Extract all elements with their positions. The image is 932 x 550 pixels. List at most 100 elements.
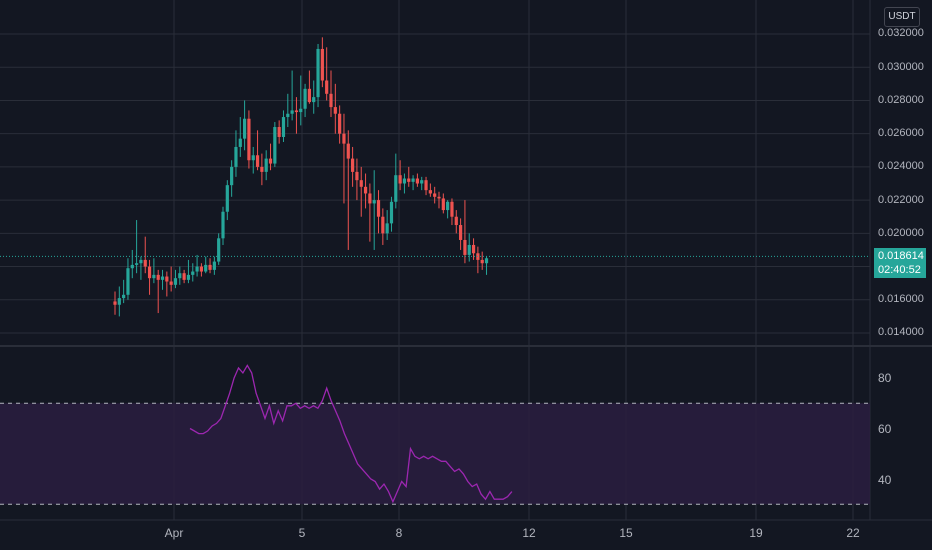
candle-body [394,175,398,202]
candle-body [247,118,251,161]
candle-body [355,171,359,181]
candle-body [178,273,182,279]
candle-body [463,239,467,255]
candle-body [225,185,229,212]
candle-body [428,190,432,194]
candle-body [204,264,208,272]
candle-body [221,211,225,239]
candle-body [143,259,147,267]
candle-body [368,193,372,204]
date-tick-label: 22 [846,526,860,540]
candle-body [381,216,385,234]
candle-body [186,274,191,280]
candle-body [484,258,489,264]
candle-body [320,48,324,81]
candle-body [363,186,368,194]
candle-body [389,201,394,224]
date-tick-label: 15 [619,526,633,540]
candle-body [454,216,458,226]
candle-body [165,276,169,282]
candle-body [372,200,376,204]
candle-body [217,238,221,262]
candle-body [467,244,471,255]
rsi-band [0,403,870,505]
candle-body [437,196,441,199]
candle-body [307,88,311,103]
candle-body [113,301,117,305]
price-tick-label: 0.026000 [878,127,924,139]
candle-body [208,264,212,270]
currency-button[interactable]: USDT [884,7,920,27]
candle-body [130,264,134,269]
candle-body [139,259,143,264]
candle-body [480,259,484,264]
candle-body [342,133,346,144]
last-price-badge: 0.018614 02:40:52 [874,248,926,278]
candle-body [147,266,152,279]
candle-body [424,180,428,191]
candle-body [312,97,316,103]
candle-body [156,274,160,280]
candle-body [260,166,264,172]
candle-body [459,225,463,240]
candle-body [286,113,290,118]
candle-body [281,117,286,137]
rsi-tick-label: 80 [878,371,892,385]
bar-countdown: 02:40:52 [878,264,921,276]
candle-body [160,276,165,280]
price-tick-label: 0.030000 [878,61,924,73]
date-tick-label: 8 [395,526,403,540]
rsi-tick-label: 60 [878,422,892,436]
date-tick-label: 5 [298,526,306,540]
candle-body [277,127,281,137]
candle-body [191,271,195,275]
candle-body [385,223,389,234]
candle-body [299,108,303,113]
candle-body [195,266,199,272]
date-tick-label: 12 [522,526,536,540]
candle-body [251,155,255,161]
price-tick-label: 0.020000 [878,227,924,239]
candle-body [212,261,216,270]
price-tick-label: 0.014000 [878,326,924,338]
candle-body [173,278,178,285]
price-tick-label: 0.028000 [878,94,924,106]
candle-body [433,193,437,197]
candle-body [152,274,156,279]
candle-body [346,143,350,159]
candle-body [450,201,454,217]
candle-body [117,298,121,305]
candle-body [273,127,277,164]
candle-body [294,110,299,113]
candle-body [234,146,238,167]
candle-body [338,113,342,134]
last-price-value: 0.018614 [878,250,924,262]
candle-body [264,158,268,172]
candle-body [411,178,415,182]
date-tick-label: Apr [164,526,184,540]
candle-body [169,281,173,285]
rsi-tick-label: 40 [878,473,892,487]
price-tick-label: 0.024000 [878,160,924,172]
candle-body [376,200,381,217]
candle-body [230,166,234,186]
date-tick-label: 19 [749,526,763,540]
candle-body [420,180,424,184]
candle-body [303,88,307,109]
rsi-line [189,364,513,504]
price-tick-label: 0.032000 [878,27,924,39]
candle-body [122,294,126,299]
candle-body [441,198,445,211]
candle-body [316,48,320,98]
candle-body [135,263,139,265]
candle-body [268,158,273,164]
candle-body [359,180,363,187]
candle-body [238,138,242,147]
candle-body [333,107,337,114]
price-tick-label: 0.022000 [878,194,924,206]
candle-body [471,244,476,254]
candle-body [325,80,329,94]
candle-body [407,178,411,182]
